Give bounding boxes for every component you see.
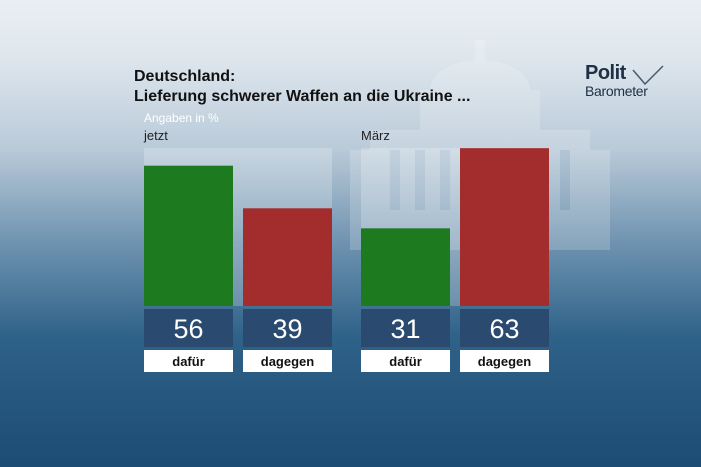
bar-1-1 xyxy=(460,148,549,306)
panel-label-jetzt: jetzt xyxy=(144,128,168,143)
category-label-0-0: dafür xyxy=(172,354,205,369)
value-box-0-1 xyxy=(243,309,332,347)
politbarometer-logo: Polit Barometer xyxy=(583,62,667,104)
checkmark-icon xyxy=(632,65,664,86)
value-box-1-1 xyxy=(460,309,549,347)
data-label-1-1: 63 xyxy=(489,314,519,344)
data-label-0-0: 56 xyxy=(173,314,203,344)
bar-0-0 xyxy=(144,165,233,306)
category-label-1-1: dagegen xyxy=(478,354,532,369)
category-box-0-1 xyxy=(243,350,332,372)
data-label-1-0: 31 xyxy=(390,314,420,344)
category-box-0-0 xyxy=(144,350,233,372)
value-box-1-0 xyxy=(361,309,450,347)
panel-label-maerz: März xyxy=(361,128,390,143)
category-box-1-1 xyxy=(460,350,549,372)
category-label-1-0: dafür xyxy=(389,354,422,369)
category-label-0-1: dagegen xyxy=(261,354,315,369)
bar-1-0 xyxy=(361,228,450,306)
data-label-0-1: 39 xyxy=(272,314,302,344)
chart-title: Deutschland: Lieferung schwerer Waffen a… xyxy=(134,67,470,107)
chart-subtitle: Angaben in % xyxy=(144,111,219,125)
logo-word-barometer: Barometer xyxy=(585,83,648,99)
title-line-2: Lieferung schwerer Waffen an die Ukraine… xyxy=(134,88,471,105)
logo-word-polit: Polit xyxy=(585,62,626,84)
value-box-0-0 xyxy=(144,309,233,347)
category-box-1-0 xyxy=(361,350,450,372)
title-line-1: Deutschland: xyxy=(134,68,236,85)
bar-0-1 xyxy=(243,208,332,306)
